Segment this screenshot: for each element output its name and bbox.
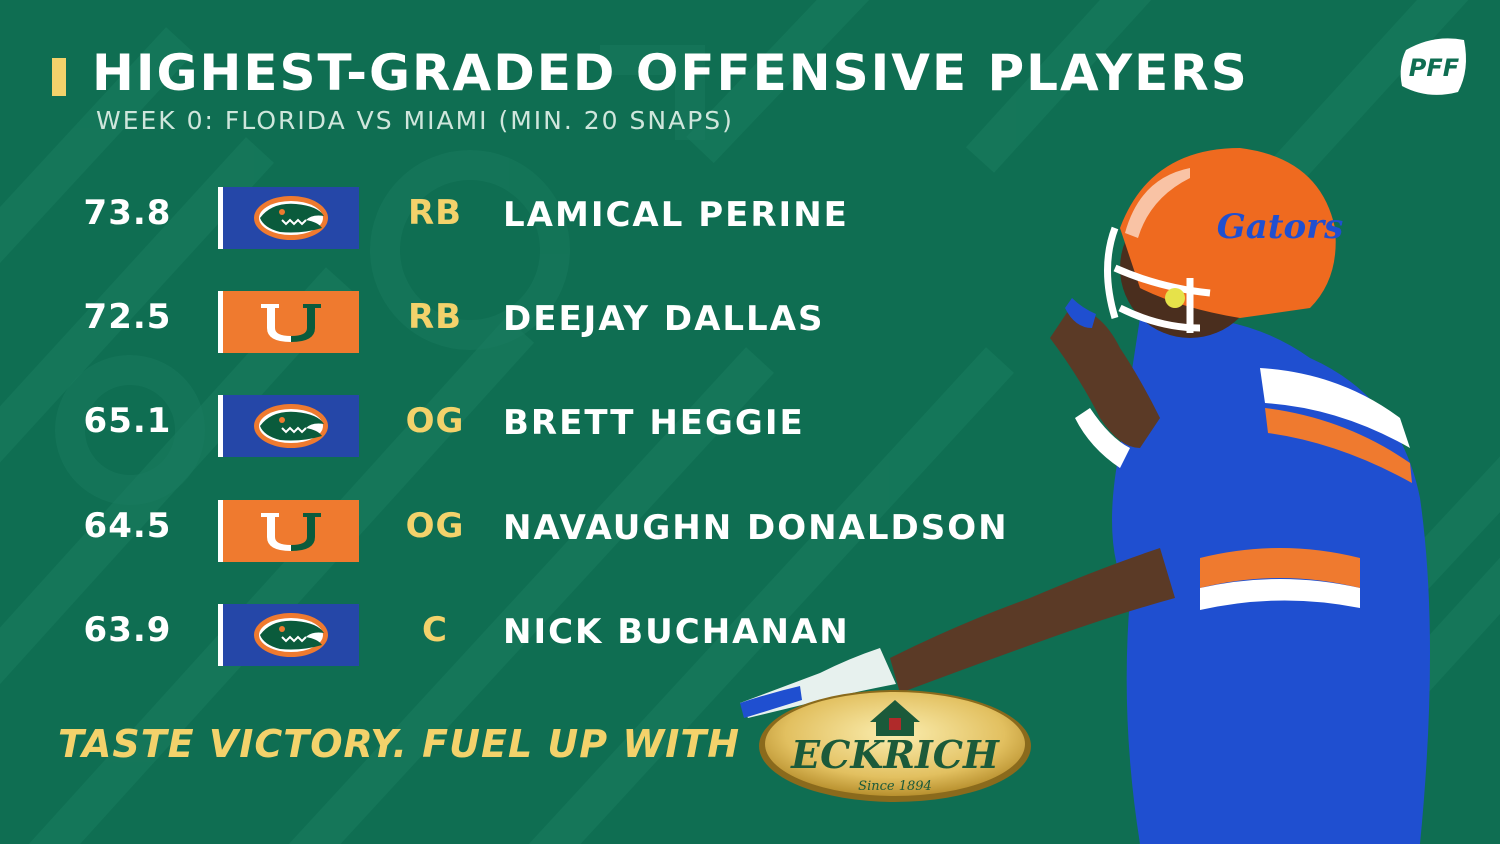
sponsor-tagline: TASTE VICTORY. FUEL UP WITH — [58, 722, 741, 766]
list-item: 64.5 OG NAVAUGHN DONALDSON — [0, 500, 1100, 562]
player-position: RB — [407, 297, 463, 337]
player-position: C — [422, 610, 448, 650]
player-position: RB — [407, 193, 463, 233]
team-logo-florida — [218, 604, 359, 666]
player-grade: 64.5 — [83, 506, 172, 546]
list-item: 73.8 RB LAMICAL PERINE — [0, 187, 1100, 249]
team-logo-miami — [218, 291, 359, 353]
player-name: NAVAUGHN DONALDSON — [503, 508, 1009, 548]
page-subtitle: WEEK 0: FLORIDA VS MIAMI (MIN. 20 SNAPS) — [96, 106, 734, 135]
gator-head-icon — [254, 613, 328, 657]
player-name: NICK BUCHANAN — [503, 612, 850, 652]
player-position: OG — [405, 506, 465, 546]
sponsor-since: Since 1894 — [858, 779, 932, 794]
player-name: BRETT HEGGIE — [503, 403, 805, 443]
player-name: LAMICAL PERINE — [503, 195, 849, 235]
page-title: HIGHEST-GRADED OFFENSIVE PLAYERS — [92, 44, 1249, 102]
eckrich-logo: ECKRICH Since 1894 — [759, 690, 1031, 802]
player-grade: 65.1 — [83, 401, 172, 441]
team-logo-miami — [218, 500, 359, 562]
team-logo-florida — [218, 395, 359, 457]
gator-head-icon — [254, 196, 328, 240]
player-name: DEEJAY DALLAS — [503, 299, 825, 339]
list-item: 63.9 C NICK BUCHANAN — [0, 604, 1100, 666]
player-grade: 72.5 — [83, 297, 172, 337]
player-rankings-list: 73.8 RB LAMICAL PERINE 72.5 RB DEEJAY DA… — [0, 187, 1100, 666]
title-accent-bar — [52, 58, 66, 96]
player-grade: 63.9 — [83, 610, 172, 650]
list-item: 65.1 OG BRETT HEGGIE — [0, 395, 1100, 457]
miami-u-icon — [261, 513, 321, 551]
pff-logo-text: PFF — [1409, 54, 1460, 82]
player-position: OG — [405, 401, 465, 441]
team-logo-florida — [218, 187, 359, 249]
miami-u-icon — [261, 304, 321, 342]
list-item: 72.5 RB DEEJAY DALLAS — [0, 291, 1100, 353]
gator-head-icon — [254, 404, 328, 448]
player-grade: 73.8 — [83, 193, 172, 233]
pff-logo-icon: PFF — [1400, 38, 1466, 95]
sponsor-name: ECKRICH — [790, 732, 1000, 777]
svg-text:Gators: Gators — [1217, 207, 1344, 247]
player-photo: Gators — [740, 148, 1430, 844]
